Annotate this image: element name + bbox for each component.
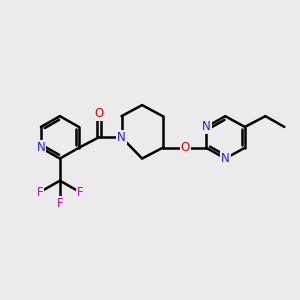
Text: O: O [94, 107, 104, 120]
Text: N: N [37, 141, 45, 154]
Text: F: F [37, 186, 43, 199]
Text: F: F [57, 197, 63, 210]
Text: N: N [202, 120, 211, 134]
Text: N: N [221, 152, 230, 165]
Text: O: O [181, 141, 190, 154]
Text: F: F [76, 186, 83, 199]
Text: N: N [117, 131, 126, 144]
